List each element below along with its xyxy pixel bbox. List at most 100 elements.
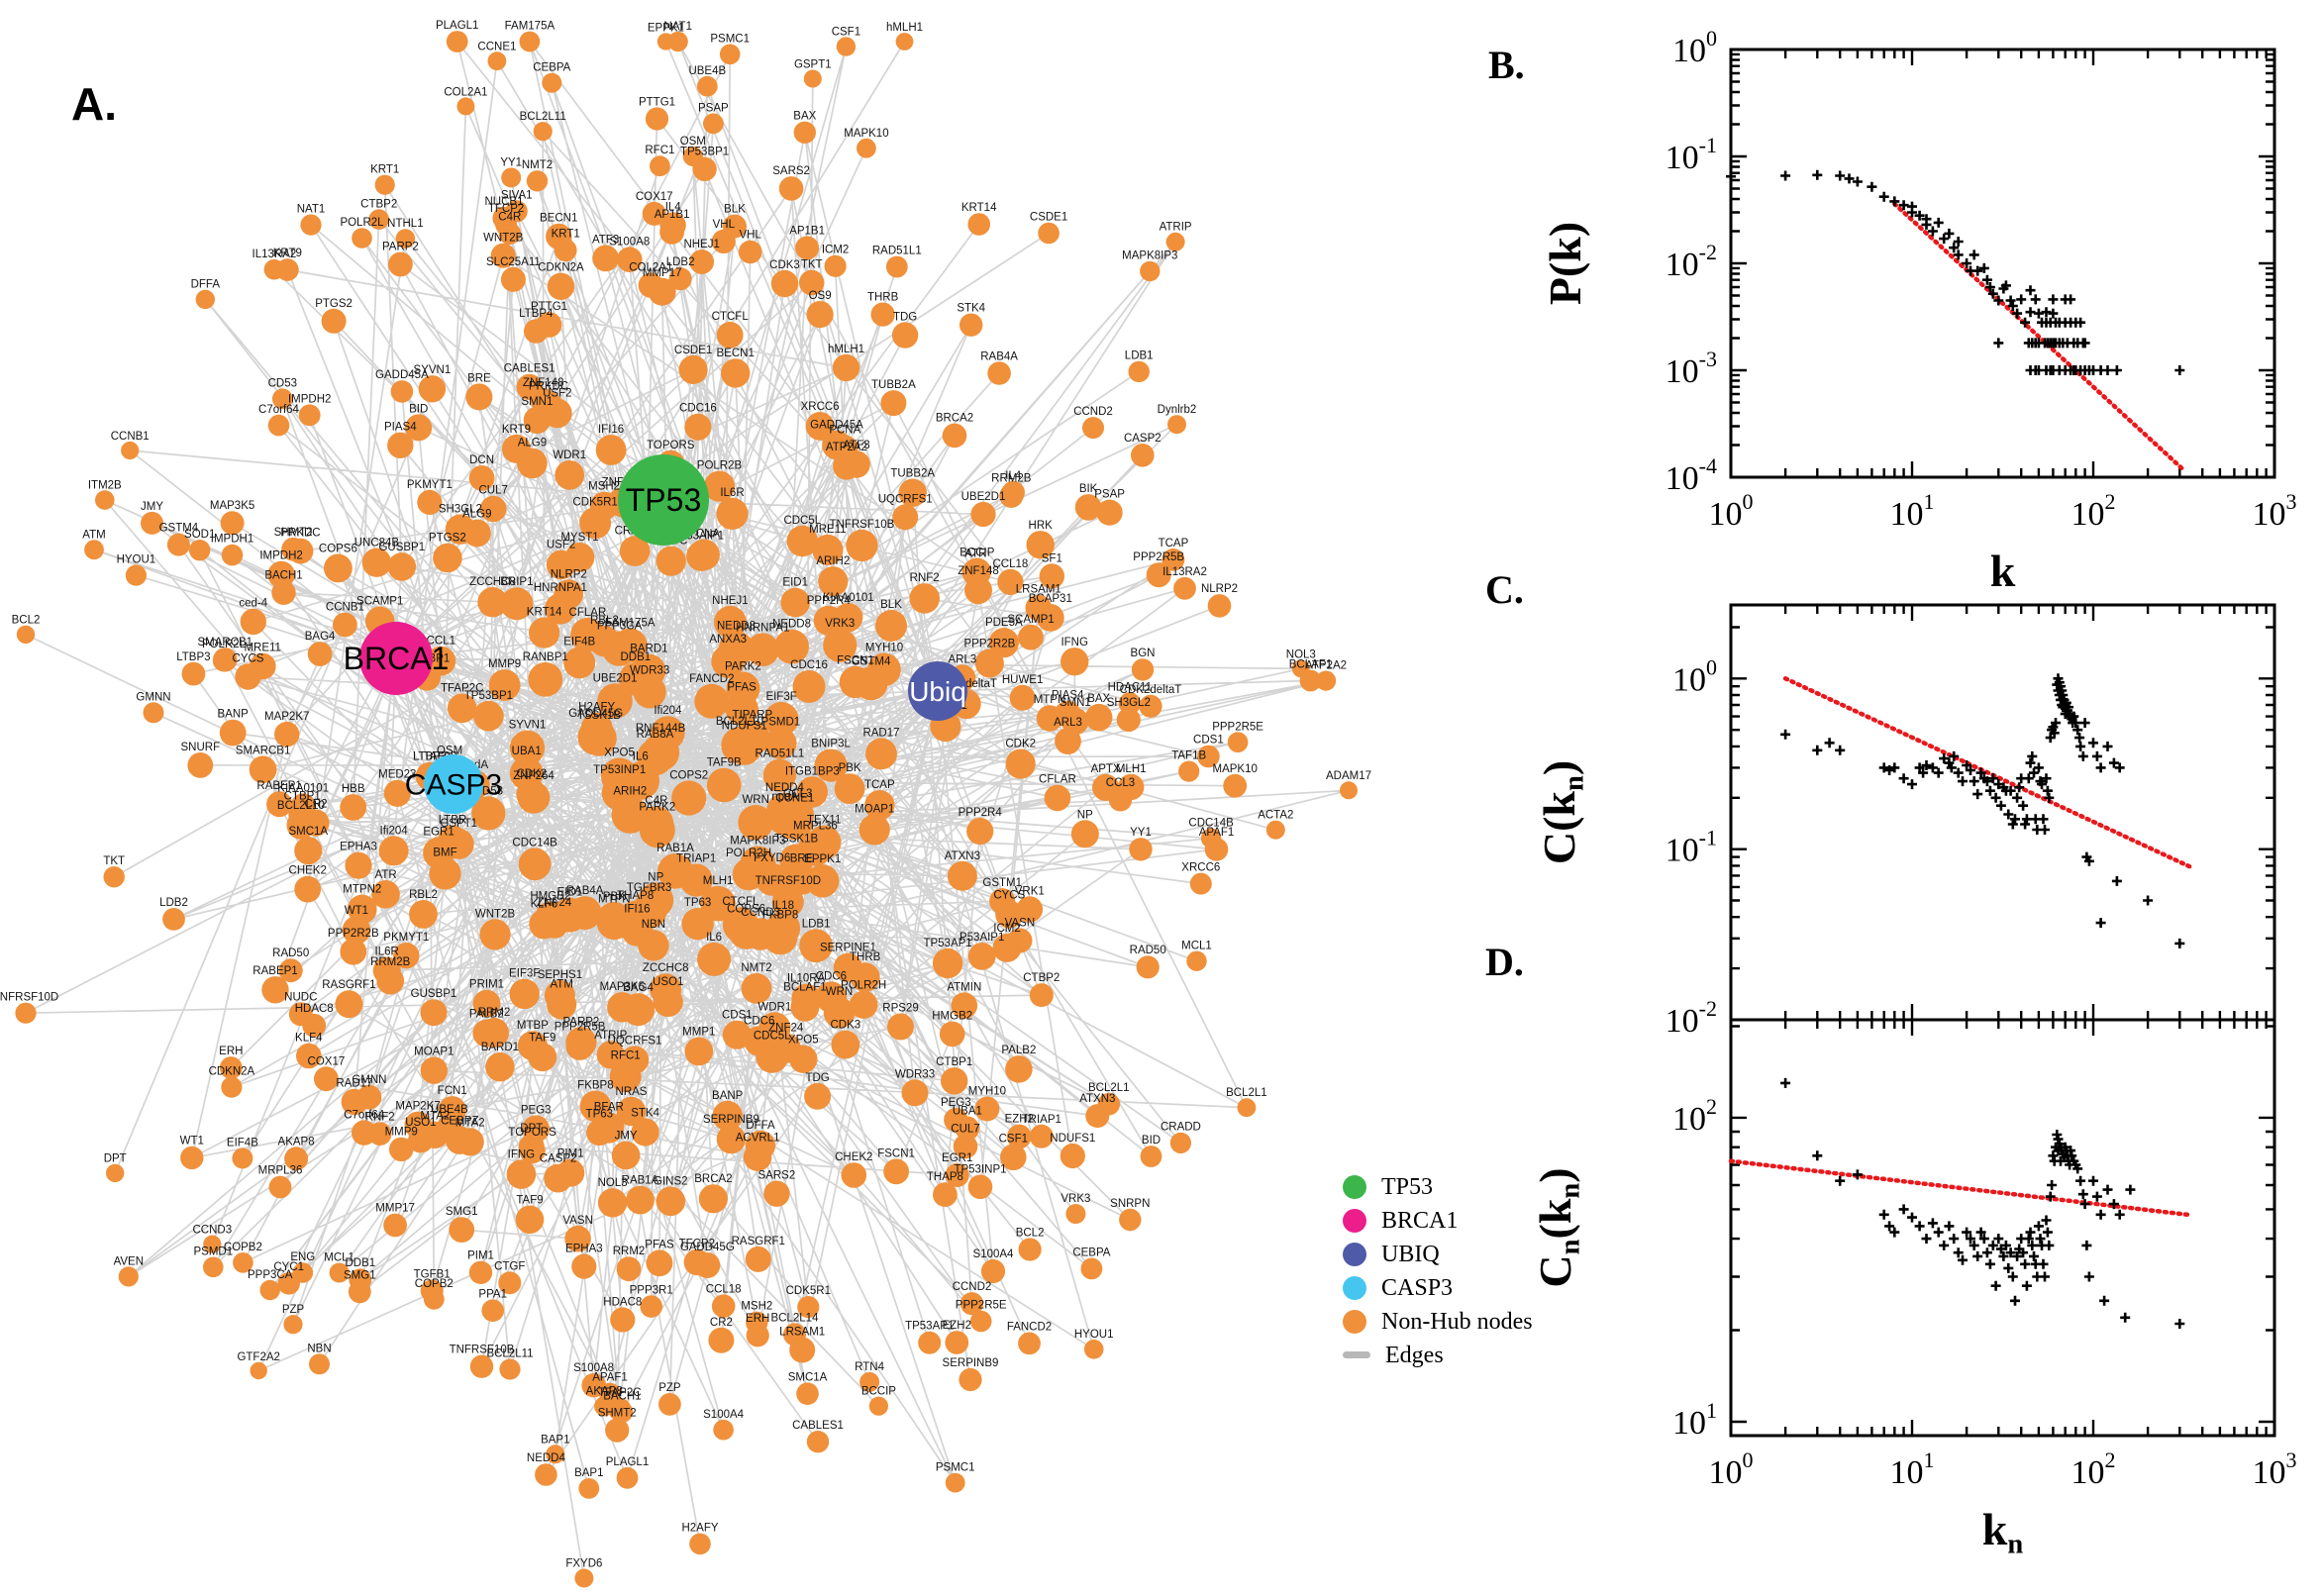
svg-text:BID: BID [409, 404, 428, 416]
svg-text:ZNF24: ZNF24 [768, 1023, 804, 1035]
svg-text:RTN4: RTN4 [855, 1361, 884, 1373]
svg-text:P53AIP1: P53AIP1 [960, 932, 1004, 944]
svg-text:TOPORS: TOPORS [647, 440, 695, 451]
svg-text:CDK3: CDK3 [769, 259, 800, 271]
fit-line [1782, 676, 2194, 870]
svg-text:POLR2L: POLR2L [340, 217, 384, 229]
scatter-points [1780, 1077, 2185, 1329]
svg-text:SCAMP1: SCAMP1 [1007, 614, 1054, 626]
panel-letter-b: B. [1488, 43, 1525, 87]
svg-text:NLRP2: NLRP2 [1201, 583, 1238, 595]
svg-text:RAD51L1: RAD51L1 [755, 748, 804, 760]
svg-text:BCL2: BCL2 [1016, 1227, 1045, 1239]
svg-text:IL10RA: IL10RA [787, 973, 826, 985]
svg-text:MTA2: MTA2 [455, 1117, 485, 1129]
svg-text:GADD45G: GADD45G [568, 708, 623, 720]
svg-text:CCND3: CCND3 [741, 907, 780, 919]
svg-text:GMNN: GMNN [352, 1074, 386, 1086]
svg-text:ATM: ATM [82, 529, 105, 541]
svg-text:ADAM17: ADAM17 [1326, 770, 1371, 782]
svg-text:WRN: WRN [742, 794, 768, 806]
svg-text:S100A8: S100A8 [573, 1362, 614, 1374]
svg-text:YY1: YY1 [1130, 827, 1152, 839]
svg-text:STK4: STK4 [631, 1107, 659, 1119]
svg-text:CDC6: CDC6 [744, 1015, 774, 1027]
svg-text:KLF4: KLF4 [295, 1033, 323, 1045]
svg-text:AP1B1: AP1B1 [789, 226, 825, 238]
svg-text:TNFRSF10B: TNFRSF10B [829, 519, 894, 531]
svg-text:BARD1: BARD1 [630, 644, 667, 655]
svg-text:EID1: EID1 [557, 887, 583, 899]
plot-C: 100 10-1 10-2 C(kn) [1534, 603, 2276, 1040]
svg-text:MSH2: MSH2 [741, 1301, 772, 1313]
svg-text:SNRPN: SNRPN [1110, 1198, 1150, 1210]
svg-text:GADD45A: GADD45A [810, 420, 863, 432]
svg-text:PEG3: PEG3 [521, 1104, 552, 1116]
svg-text:UQCRFS1: UQCRFS1 [878, 493, 933, 505]
svg-text:UBA1: UBA1 [953, 1106, 982, 1118]
svg-text:npdA: npdA [771, 791, 798, 803]
svg-text:TAF9: TAF9 [516, 1195, 543, 1207]
svg-text:PARK2: PARK2 [639, 801, 675, 813]
svg-text:FCN1: FCN1 [438, 1085, 467, 1097]
svg-text:AKAP8: AKAP8 [278, 1136, 315, 1147]
svg-text:PARP2: PARP2 [382, 242, 419, 253]
svg-text:101: 101 [1672, 1398, 1717, 1442]
svg-text:100: 100 [1672, 654, 1717, 698]
svg-text:Cn(kn): Cn(kn) [1530, 1167, 1585, 1287]
svg-text:NRAS: NRAS [616, 1086, 648, 1098]
panel-letter-a: A. [71, 78, 117, 130]
svg-text:BAP1: BAP1 [574, 1467, 603, 1479]
svg-text:BRCA2: BRCA2 [694, 1173, 732, 1185]
legend-item-casp3: CASP3 [1343, 1275, 1533, 1300]
svg-text:MMP17: MMP17 [643, 267, 682, 279]
svg-text:COX17: COX17 [636, 191, 673, 203]
svg-text:LTBR: LTBR [439, 815, 467, 827]
svg-text:TGFB1: TGFB1 [414, 1269, 451, 1281]
svg-text:EZH2: EZH2 [1005, 1114, 1034, 1126]
svg-text:PTGS2: PTGS2 [315, 298, 353, 310]
svg-text:TFCP2: TFCP2 [679, 1239, 715, 1250]
svg-text:TP63: TP63 [586, 1109, 614, 1121]
svg-text:HBB: HBB [342, 783, 365, 795]
svg-text:ERH: ERH [746, 1313, 769, 1325]
svg-text:IMPDH2: IMPDH2 [259, 550, 302, 562]
svg-text:TP53AP1: TP53AP1 [923, 938, 971, 949]
svg-text:HDAC8: HDAC8 [295, 1003, 334, 1015]
fit-line [1892, 201, 2185, 471]
svg-text:CHEK2: CHEK2 [835, 1151, 872, 1163]
svg-text:GMNN: GMNN [136, 691, 170, 703]
svg-text:RABEP1: RABEP1 [252, 965, 297, 977]
svg-text:MAPK8IP3: MAPK8IP3 [730, 836, 785, 848]
svg-text:PRKDC: PRKDC [280, 528, 320, 540]
svg-text:100: 100 [1672, 26, 1717, 69]
svg-text:PIM1: PIM1 [557, 1148, 584, 1160]
svg-text:MCL1: MCL1 [1181, 941, 1212, 952]
svg-text:Ifi204: Ifi204 [380, 826, 409, 838]
svg-text:ALG9: ALG9 [518, 438, 547, 449]
svg-text:C4R: C4R [645, 795, 667, 807]
svg-text:10-3: 10-3 [1666, 347, 1717, 390]
svg-text:CFLAR: CFLAR [1039, 774, 1076, 786]
svg-text:TRIAP1: TRIAP1 [1022, 1114, 1061, 1126]
svg-text:103: 103 [2253, 1447, 2297, 1491]
svg-text:BIK: BIK [1079, 483, 1098, 495]
svg-text:RASGRF1: RASGRF1 [732, 1236, 785, 1247]
svg-text:GINS2: GINS2 [654, 1176, 688, 1188]
hub-node-tp53: TP53 [618, 454, 709, 546]
svg-text:101: 101 [1890, 1447, 1935, 1491]
svg-text:PPP2R2B: PPP2R2B [964, 639, 1016, 650]
svg-text:SYVN1: SYVN1 [509, 720, 547, 732]
svg-text:THRB: THRB [867, 292, 899, 304]
svg-text:RAD50: RAD50 [272, 948, 309, 959]
svg-text:MSH2: MSH2 [588, 481, 620, 493]
svg-text:PSMD1: PSMD1 [761, 717, 801, 729]
svg-text:UNC84B: UNC84B [354, 538, 400, 549]
svg-text:IL6R: IL6R [375, 946, 399, 957]
svg-text:COPS2: COPS2 [669, 769, 708, 781]
svg-text:EPPK1: EPPK1 [648, 22, 684, 34]
svg-text:BCL2L11: BCL2L11 [486, 1347, 533, 1359]
svg-text:TCAP: TCAP [1159, 538, 1189, 549]
svg-text:CDK2: CDK2 [1005, 739, 1036, 750]
svg-text:CTBP2: CTBP2 [1023, 972, 1060, 984]
